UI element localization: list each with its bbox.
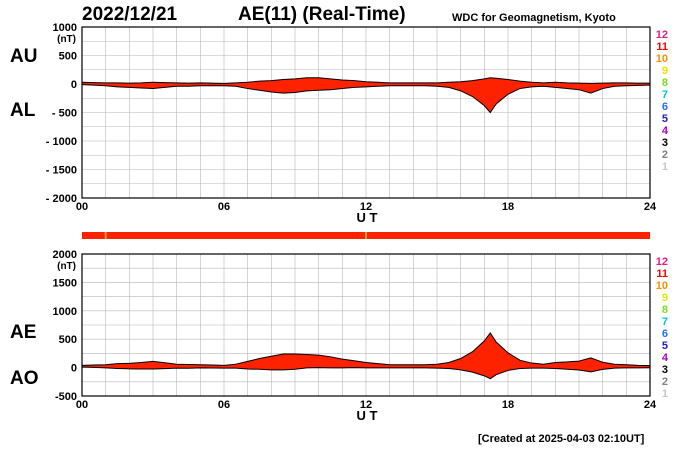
station-count-legend-item: 9 bbox=[662, 65, 668, 77]
y-tick-label: 1000 bbox=[53, 306, 77, 318]
station-count-legend-item: 4 bbox=[662, 125, 669, 137]
x-axis-label: U T bbox=[357, 210, 378, 225]
y-tick-label: - 1000 bbox=[46, 136, 77, 148]
x-tick-label: 00 bbox=[76, 201, 88, 213]
plot-frame bbox=[81, 26, 651, 199]
station-count-legend-item: 9 bbox=[662, 292, 668, 304]
plot-frame bbox=[81, 253, 651, 397]
y-tick-label: 1000 bbox=[53, 22, 77, 34]
station-count-legend-item: 5 bbox=[662, 113, 668, 125]
series-line-al bbox=[81, 84, 651, 114]
station-bar-gap-mark bbox=[104, 232, 107, 239]
series-label-au: AU bbox=[10, 46, 37, 67]
x-tick-label: 18 bbox=[502, 399, 514, 411]
station-count-legend-item: 10 bbox=[656, 53, 668, 65]
y-tick-label: 500 bbox=[59, 51, 77, 63]
y-tick-label: -500 bbox=[55, 391, 77, 403]
station-count-legend-item: 1 bbox=[662, 161, 668, 173]
index-title: AE(11) (Real-Time) bbox=[238, 4, 406, 25]
date-title: 2022/12/21 bbox=[82, 4, 178, 25]
series-line-ao bbox=[81, 366, 651, 380]
station-count-legend-item: 7 bbox=[662, 89, 668, 101]
station-count-legend-item: 8 bbox=[662, 304, 668, 316]
station-count-legend-item: 8 bbox=[662, 77, 668, 89]
series-label-ao: AO bbox=[10, 368, 39, 389]
station-count-legend-item: 2 bbox=[662, 376, 668, 388]
station-count-legend-item: 5 bbox=[662, 340, 668, 352]
series-line-au bbox=[81, 77, 650, 84]
y-tick-label: - 1500 bbox=[46, 165, 77, 177]
x-tick-label: 12 bbox=[360, 399, 372, 411]
series-label-al: AL bbox=[10, 100, 36, 121]
x-tick-label: 00 bbox=[76, 399, 88, 411]
station-count-legend-item: 10 bbox=[656, 280, 668, 292]
station-count-legend-item: 7 bbox=[662, 316, 668, 328]
y-tick-label: 0 bbox=[71, 79, 77, 91]
x-tick-label: 24 bbox=[644, 399, 657, 411]
index-area-fill bbox=[82, 77, 650, 113]
index-area-fill bbox=[82, 332, 650, 379]
panel-upper: 1000 500 0 - 500 - 1000 - 1500 - 2000 (nT) 00 06 1… bbox=[10, 22, 669, 225]
x-tick-label: 06 bbox=[218, 399, 230, 411]
station-count-legend-item: 12 bbox=[656, 256, 668, 268]
x-tick-label: 06 bbox=[218, 201, 230, 213]
y-unit-label: (nT) bbox=[57, 34, 76, 45]
x-tick-label: 24 bbox=[644, 201, 657, 213]
station-count-legend-item: 1 bbox=[662, 388, 668, 400]
x-axis-label: U T bbox=[357, 408, 378, 423]
station-bar-gap-mark bbox=[365, 232, 367, 239]
station-count-legend-item: 12 bbox=[656, 29, 668, 41]
station-count-legend-item: 11 bbox=[656, 268, 668, 280]
station-count-legend-item: 3 bbox=[662, 364, 668, 376]
x-tick-label: 18 bbox=[502, 201, 514, 213]
y-tick-label: - 2000 bbox=[46, 193, 77, 205]
series-label-ae: AE bbox=[10, 322, 36, 343]
station-count-legend-item: 11 bbox=[656, 41, 668, 53]
station-count-legend-item: 3 bbox=[662, 137, 668, 149]
station-count-legend-item: 2 bbox=[662, 149, 668, 161]
series-line-ae bbox=[81, 332, 651, 367]
y-tick-label: - 500 bbox=[52, 108, 77, 120]
station-count-legend-item: 6 bbox=[662, 328, 668, 340]
station-count-legend-item: 6 bbox=[662, 101, 668, 113]
y-tick-label: 1500 bbox=[53, 277, 77, 289]
y-tick-label: 0 bbox=[71, 363, 77, 375]
created-timestamp: [Created at 2025-04-03 02:10UT] bbox=[478, 433, 645, 445]
y-tick-label: 2000 bbox=[53, 249, 77, 261]
source-label: WDC for Geomagnetism, Kyoto bbox=[452, 12, 616, 24]
x-tick-label: 12 bbox=[360, 201, 372, 213]
y-tick-label: 500 bbox=[59, 334, 77, 346]
station-count-legend-item: 4 bbox=[662, 352, 669, 364]
y-unit-label: (nT) bbox=[57, 261, 76, 272]
